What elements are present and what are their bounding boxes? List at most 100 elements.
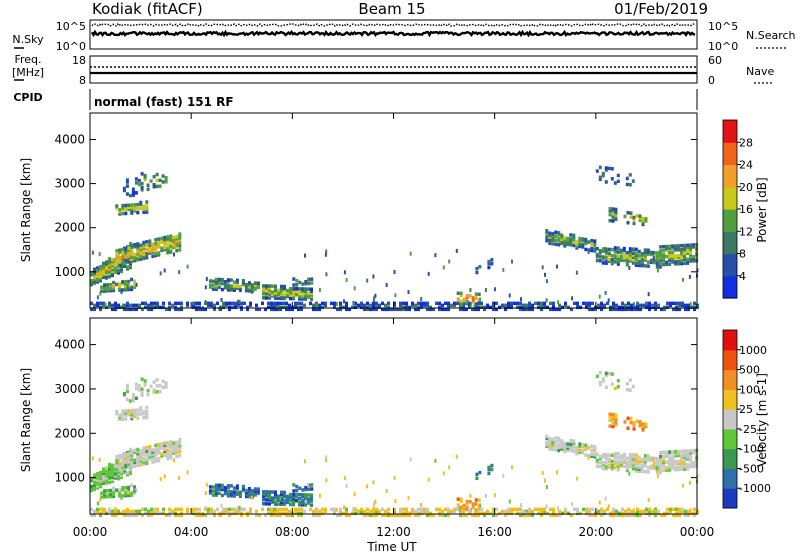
power-cell [108, 269, 111, 273]
power-cell [289, 290, 292, 295]
power-cell [283, 296, 286, 301]
velocity-cell [548, 447, 552, 451]
power-cell [504, 307, 507, 312]
cpid-label: CPID [13, 91, 42, 104]
velocity-cell [366, 507, 369, 512]
power-colorbar-swatch-5 [723, 164, 737, 188]
power-cell [584, 237, 588, 242]
power-cell [628, 251, 632, 255]
velocity-cell [465, 501, 469, 506]
power-cell [683, 249, 687, 254]
velocity-cell [693, 511, 696, 516]
power-cell [598, 251, 602, 255]
velocity-cell [118, 417, 122, 422]
velocity-cell [178, 443, 182, 448]
velocity-cell [339, 507, 342, 512]
power-cell [639, 303, 642, 308]
power-cell [90, 301, 93, 306]
velocity-cell [258, 513, 261, 518]
velocity-cell [610, 382, 614, 386]
velocity-cell [210, 509, 213, 514]
power-cell [114, 305, 117, 310]
power-cell [594, 307, 597, 312]
power-cell [292, 287, 296, 291]
power-cell [268, 296, 271, 300]
power-cell [683, 251, 687, 256]
velocity-cell [186, 470, 189, 475]
velocity-cell [99, 484, 102, 489]
velocity-cell [93, 485, 96, 489]
velocity-cell [115, 411, 119, 416]
power-cell [393, 303, 396, 308]
power-cell [223, 286, 227, 290]
power-cell [127, 279, 131, 284]
velocity-cell [677, 461, 681, 466]
velocity-cell [307, 487, 311, 491]
velocity-cell [588, 509, 591, 514]
velocity-cell [267, 511, 270, 516]
velocity-cell [152, 390, 156, 394]
velocity-cell [681, 507, 684, 512]
power-cell [151, 242, 155, 247]
power-cell [226, 280, 230, 284]
velocity-cell [146, 392, 150, 397]
power-cell [237, 303, 240, 308]
power-cell [122, 186, 126, 191]
velocity-cell [680, 465, 684, 469]
velocity-cell [142, 450, 146, 454]
power-cell [689, 247, 693, 251]
velocity-cell [465, 507, 469, 512]
power-cell [118, 282, 122, 286]
power-cell [103, 285, 107, 289]
velocity-cell [177, 513, 180, 518]
power-cell [295, 286, 299, 291]
velocity-cell [545, 434, 549, 439]
power-cell [114, 303, 117, 308]
power-cell [114, 266, 117, 270]
velocity-cell [133, 408, 137, 413]
velocity-cell [607, 459, 611, 463]
power-cell [684, 303, 687, 308]
velocity-cell [611, 416, 615, 421]
velocity-cell [674, 465, 678, 470]
power-cell [637, 253, 641, 258]
power-ytick-label-1: 2000 [54, 221, 85, 235]
power-cell [554, 234, 558, 239]
power-cell [283, 284, 286, 289]
velocity-cell [584, 445, 588, 449]
velocity-cell [668, 460, 672, 464]
velocity-cell [307, 483, 310, 488]
velocity-cell [118, 464, 122, 468]
power-cell [644, 217, 648, 221]
power-cell [507, 305, 510, 310]
power-cell [621, 301, 624, 306]
velocity-cell [551, 437, 555, 442]
freq-left-tick-bottom: 8 [79, 74, 86, 87]
power-cell [151, 250, 155, 255]
power-cell [558, 303, 561, 308]
power-cell [111, 303, 114, 308]
velocity-cell [163, 441, 167, 445]
velocity-cell [563, 441, 567, 446]
velocity-cell [134, 382, 138, 387]
velocity-cell [625, 462, 629, 467]
power-cell [294, 303, 297, 308]
velocity-cell [591, 513, 594, 518]
velocity-cell [280, 498, 283, 502]
power-cell [162, 301, 165, 306]
power-cell [641, 216, 645, 221]
velocity-cell [108, 466, 111, 471]
velocity-cell [378, 511, 381, 516]
power-cell [283, 286, 286, 291]
power-cell [511, 259, 513, 264]
power-cell [569, 233, 573, 237]
power-cell [138, 305, 141, 310]
velocity-cell [148, 453, 152, 457]
power-cell [671, 258, 675, 262]
velocity-cell [585, 509, 588, 514]
power-cell [656, 268, 659, 273]
velocity-cell [672, 513, 675, 518]
power-cell [631, 257, 635, 261]
velocity-cell [519, 513, 522, 518]
power-cell [426, 303, 429, 308]
